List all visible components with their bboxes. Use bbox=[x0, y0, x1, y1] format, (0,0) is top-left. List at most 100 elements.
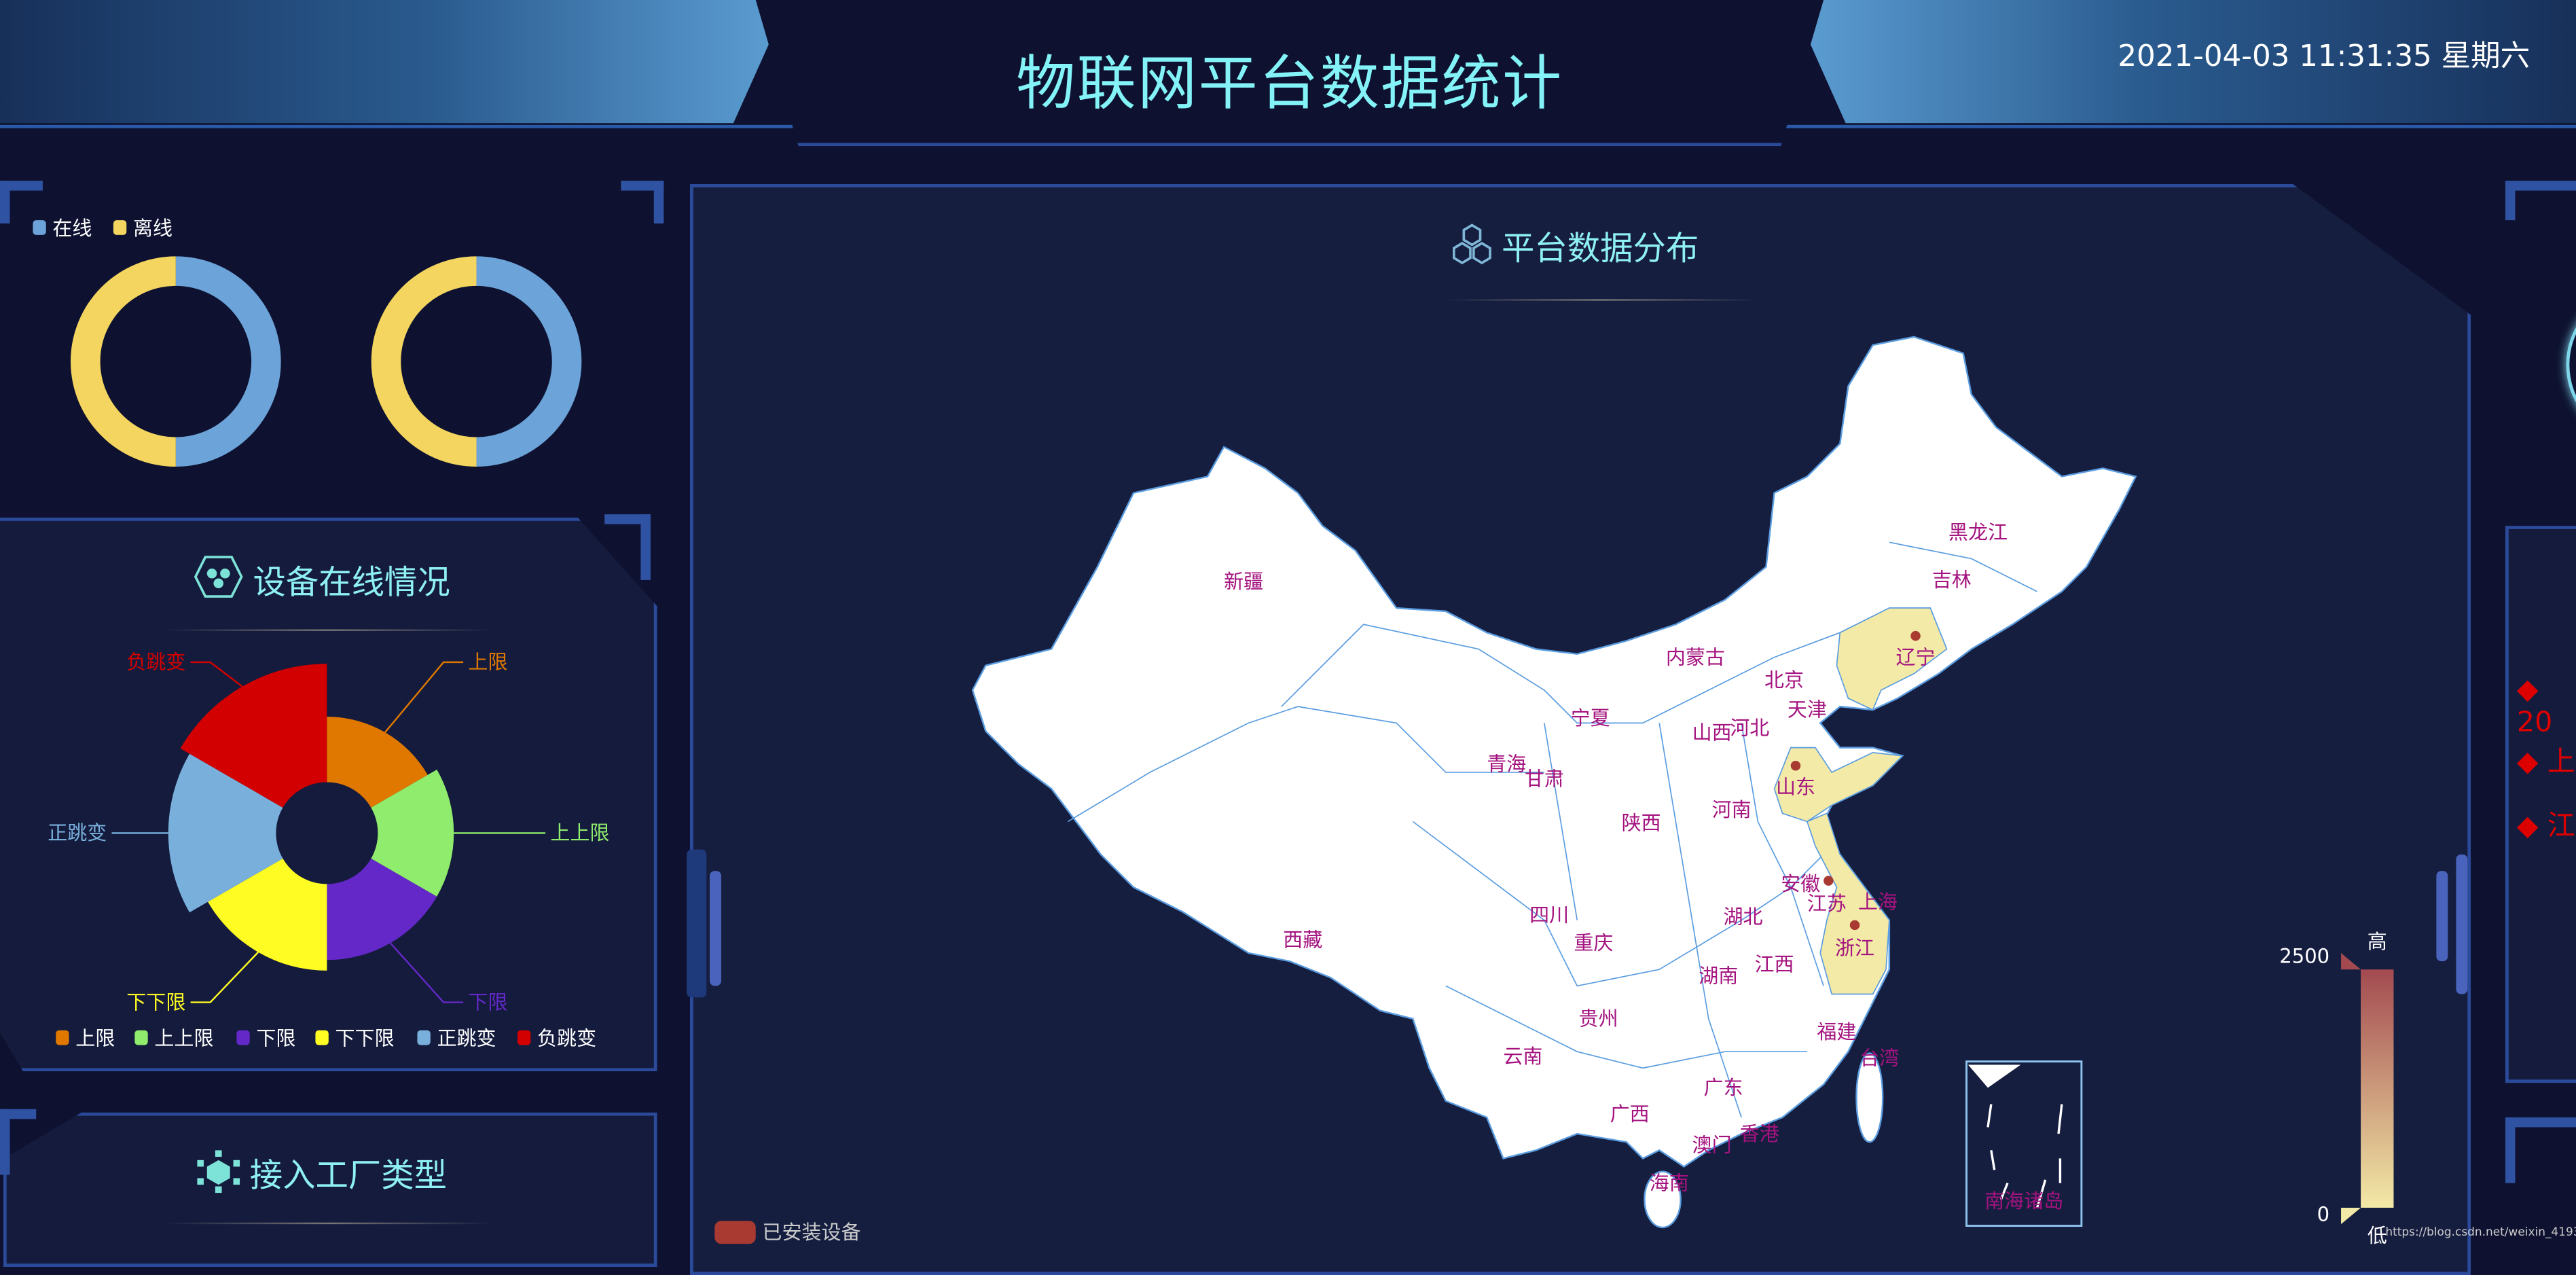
province-label: 甘肃 bbox=[1525, 767, 1564, 790]
device-panel-title: 设备在线情况 bbox=[253, 562, 450, 602]
province-shandong[interactable] bbox=[1773, 747, 1904, 823]
map-hainan[interactable] bbox=[1644, 1170, 1682, 1229]
rose-legend-item[interactable]: 正跳变 bbox=[417, 1024, 496, 1052]
legend-label: 正跳变 bbox=[437, 1026, 496, 1050]
province-label: 台湾 bbox=[1860, 1047, 1899, 1070]
cube-network-icon bbox=[197, 1150, 240, 1193]
legend-swatch bbox=[417, 1030, 431, 1045]
rose-slice[interactable] bbox=[208, 858, 327, 971]
rose-legend-item[interactable]: 负跳变 bbox=[517, 1024, 597, 1052]
hexagon-cluster-icon bbox=[194, 556, 243, 598]
device-markers bbox=[1790, 630, 1921, 931]
legend-label: 已安装设备 bbox=[762, 1221, 861, 1244]
province-label: 北京 bbox=[1764, 668, 1804, 692]
legend-swatch bbox=[134, 1030, 148, 1045]
map-land[interactable] bbox=[971, 336, 2137, 1168]
list-text: 上 bbox=[2547, 746, 2575, 779]
title-underline bbox=[164, 629, 493, 631]
rose-legend-item[interactable]: 下下限 bbox=[315, 1024, 395, 1052]
province-label: 天津 bbox=[1788, 698, 1827, 721]
province-label: 江苏 bbox=[1807, 892, 1847, 915]
side-decoration bbox=[710, 871, 721, 986]
rose-slice[interactable] bbox=[168, 753, 283, 913]
corner-decoration bbox=[0, 181, 43, 223]
marker-shandong[interactable] bbox=[1790, 760, 1801, 771]
rose-slice[interactable] bbox=[327, 717, 428, 808]
province-label: 青海 bbox=[1487, 753, 1526, 776]
rose-label: 下限 bbox=[468, 990, 507, 1013]
province-label: 四川 bbox=[1529, 903, 1569, 927]
label-line bbox=[389, 942, 464, 1003]
province-label: 内蒙古 bbox=[1666, 645, 1725, 668]
title-underline bbox=[1445, 299, 1758, 301]
province-label: 贵州 bbox=[1579, 1007, 1618, 1030]
province-label: 福建 bbox=[1817, 1020, 1856, 1043]
marker-liaoning[interactable] bbox=[1910, 630, 1921, 641]
label-line bbox=[190, 661, 243, 687]
rose-slice[interactable] bbox=[180, 664, 327, 808]
legend-offline[interactable]: 离线 bbox=[113, 213, 173, 241]
right-list-item[interactable]: ◆ 上 bbox=[2516, 746, 2575, 779]
legend-swatch bbox=[113, 220, 127, 235]
donut-online-slice[interactable] bbox=[175, 256, 281, 467]
side-decoration bbox=[687, 849, 707, 998]
legend-swatch bbox=[33, 220, 46, 235]
inset-land bbox=[1967, 1064, 2021, 1088]
visual-map-handle-low[interactable] bbox=[2341, 1207, 2361, 1225]
legend-label: 下下限 bbox=[335, 1026, 395, 1050]
province-label: 宁夏 bbox=[1571, 706, 1610, 730]
factory-panel-title: 接入工厂类型 bbox=[249, 1155, 447, 1195]
corner-decoration bbox=[604, 514, 651, 580]
visual-map-min: 0 bbox=[2317, 1202, 2329, 1225]
right-list-item[interactable]: ◆ 江 bbox=[2516, 810, 2575, 843]
rose-legend-item[interactable]: 上限 bbox=[56, 1024, 115, 1052]
rose-legend-item[interactable]: 上上限 bbox=[134, 1024, 214, 1052]
province-label: 黑龙江 bbox=[1948, 520, 2008, 543]
legend-label: 负跳变 bbox=[537, 1026, 597, 1050]
visual-map-low: 低 bbox=[2368, 1224, 2387, 1247]
rose-slice[interactable] bbox=[371, 769, 454, 897]
hexagons-icon bbox=[1453, 223, 1491, 265]
province-label: 云南 bbox=[1503, 1045, 1542, 1068]
legend-swatch bbox=[714, 1220, 756, 1243]
legend-label: 上限 bbox=[75, 1026, 115, 1050]
map-panel-title: 平台数据分布 bbox=[1501, 228, 1699, 268]
rose-label: 下下限 bbox=[126, 990, 185, 1013]
legend-online[interactable]: 在线 bbox=[33, 213, 92, 241]
visual-map-handle-high[interactable] bbox=[2341, 953, 2361, 970]
province-jiangsu-zhejiang[interactable] bbox=[1806, 812, 1890, 995]
visual-map-bar[interactable] bbox=[2361, 969, 2394, 1208]
rose-label: 负跳变 bbox=[126, 651, 185, 674]
rose-slice[interactable] bbox=[327, 858, 437, 960]
map-taiwan[interactable] bbox=[1855, 1052, 1884, 1143]
inset-islands bbox=[1987, 1104, 2063, 1208]
donut-offline-slice[interactable] bbox=[371, 256, 477, 467]
side-decoration bbox=[2456, 854, 2468, 994]
donut-online-slice[interactable] bbox=[476, 256, 582, 467]
south-sea-inset bbox=[1965, 1060, 2083, 1227]
province-label: 重庆 bbox=[1574, 931, 1613, 954]
donut-offline-slice[interactable] bbox=[71, 256, 176, 467]
marker-zhejiang[interactable] bbox=[1849, 920, 1860, 931]
province-label: 山东 bbox=[1776, 775, 1815, 798]
right-list-item[interactable]: ◆ 20 bbox=[2516, 673, 2553, 740]
inset-label: 南海诸岛 bbox=[1984, 1189, 2063, 1213]
legend-label: 下限 bbox=[256, 1026, 296, 1050]
online-donuts bbox=[71, 256, 582, 467]
corner-decoration bbox=[2505, 181, 2576, 221]
province-label: 安徽 bbox=[1781, 872, 1820, 895]
rose-legend-item[interactable]: 下限 bbox=[236, 1024, 295, 1052]
page-title: 物联网平台数据统计 bbox=[1016, 50, 1563, 119]
province-label: 江西 bbox=[1755, 953, 1794, 976]
province-label: 湖北 bbox=[1724, 905, 1763, 928]
province-label: 西藏 bbox=[1283, 928, 1322, 951]
province-label: 辽宁 bbox=[1896, 645, 1936, 668]
province-label: 广东 bbox=[1704, 1076, 1743, 1099]
province-label: 陕西 bbox=[1622, 812, 1661, 835]
map-legend-installed[interactable]: 已安装设备 bbox=[714, 1217, 861, 1245]
marker-jiangsu[interactable] bbox=[1824, 876, 1834, 886]
province-label: 吉林 bbox=[1932, 569, 1972, 592]
province-label: 上海 bbox=[1858, 891, 1898, 914]
